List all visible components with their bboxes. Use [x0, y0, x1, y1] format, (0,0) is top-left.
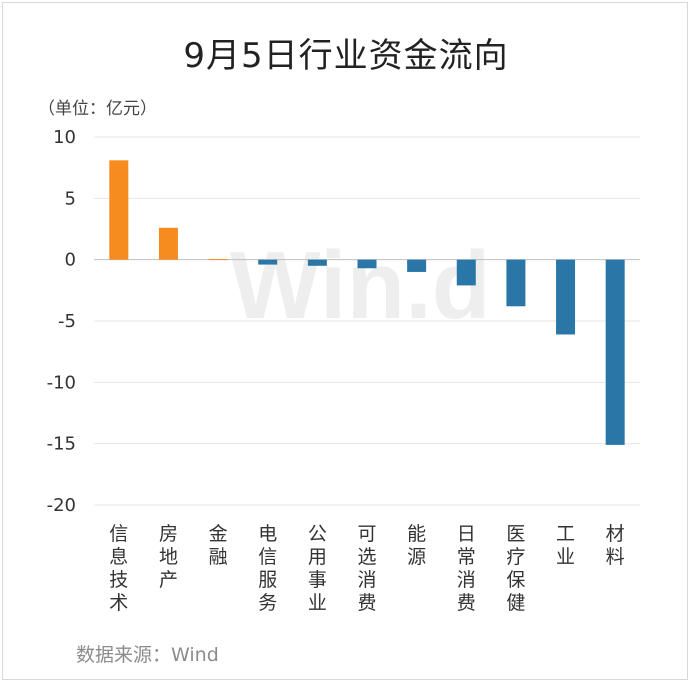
category-label: 信息技术 — [109, 523, 128, 614]
source-note: 数据来源：Wind — [76, 644, 219, 666]
category-label: 电信服务 — [258, 523, 277, 614]
unit-label: （单位：亿元） — [38, 99, 157, 119]
y-tick-label: -20 — [47, 495, 76, 516]
watermark: Win.d — [230, 232, 490, 339]
bar — [456, 259, 476, 286]
y-axis-tick-labels: 10 5 0 -5 -10 -15 -20 — [47, 127, 76, 516]
y-tick-label: 0 — [65, 250, 76, 271]
category-label: 可选消费 — [357, 523, 376, 614]
category-label: 能源 — [407, 523, 426, 568]
bars — [109, 160, 625, 445]
category-label: 工业 — [556, 523, 575, 568]
gridlines — [94, 136, 640, 506]
bar — [357, 259, 377, 269]
category-label: 房地产 — [159, 523, 178, 591]
bar — [258, 259, 278, 265]
bar — [506, 259, 526, 307]
bar — [158, 227, 178, 260]
category-label: 日常消费 — [457, 523, 476, 614]
bar — [307, 259, 327, 266]
bar — [407, 259, 427, 272]
category-label: 公用事业 — [308, 523, 327, 614]
category-label: 医疗保健 — [506, 523, 525, 614]
y-tick-label: 10 — [53, 127, 76, 148]
y-tick-label: 5 — [65, 188, 76, 209]
bar — [556, 259, 576, 335]
y-tick-label: -5 — [58, 311, 76, 332]
category-label: 材料 — [606, 523, 625, 568]
category-label: 金融 — [209, 523, 228, 568]
y-tick-label: -15 — [47, 434, 76, 455]
y-tick-label: -10 — [47, 372, 76, 393]
bar — [208, 259, 228, 261]
bar — [109, 160, 129, 260]
bar — [605, 259, 625, 445]
chart-title: 9月5日行业资金流向 — [183, 36, 509, 76]
